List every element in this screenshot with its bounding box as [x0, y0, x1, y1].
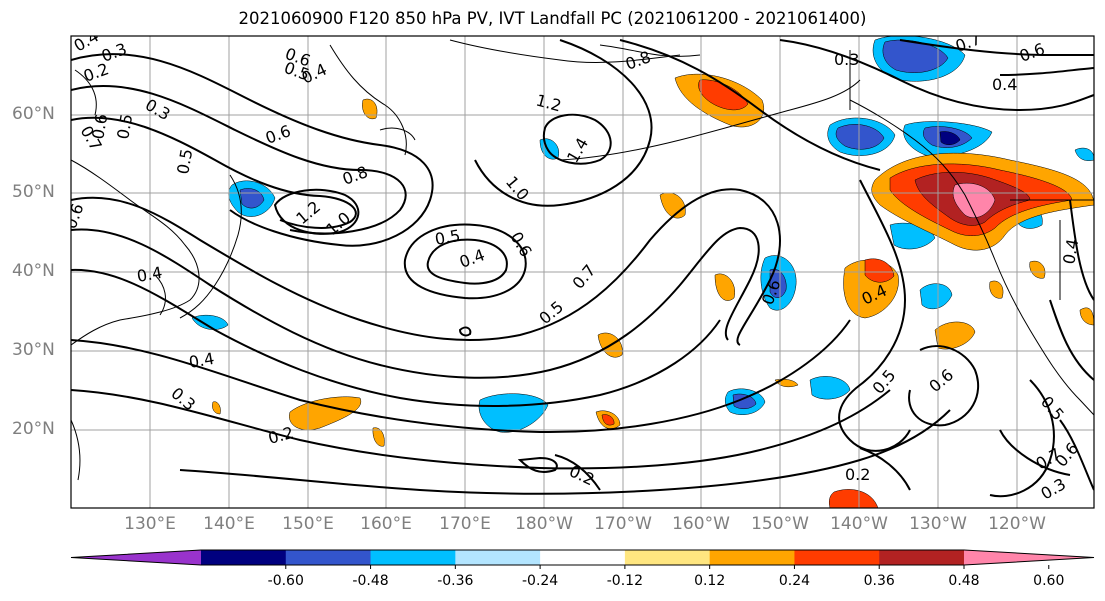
shaded-anomalies — [191, 36, 1094, 508]
colorbar-tick-label: 0.36 — [863, 573, 895, 589]
contour-label: 0.4 — [1059, 237, 1082, 265]
colorbar-tick-label: 0.12 — [694, 573, 726, 589]
map-plot-area: 0.4 0.3 0.2 0.6 0.5 0.4 0.3 0.7 0.6 0.5 … — [71, 36, 1094, 508]
colorbar-extend-low — [71, 550, 201, 565]
colorbar-tick-label: -0.12 — [606, 573, 643, 589]
colorbar-outline — [70, 549, 1095, 566]
contour-label: 0.4 — [135, 263, 163, 286]
colorbar-tick-label: -0.36 — [437, 573, 474, 589]
colorbar-tick-label: -0.48 — [352, 573, 389, 589]
colorbar-tick-label: 0.24 — [778, 573, 811, 589]
colorbar-segment — [201, 550, 287, 565]
colorbar-tick-label: -0.24 — [521, 573, 559, 589]
map-frame — [70, 35, 1095, 509]
lat-label: 20°N — [12, 419, 55, 439]
colorbar-segment — [624, 550, 711, 565]
contour-label: 0.5 — [173, 147, 196, 175]
contour-label: 0.2 — [845, 465, 870, 484]
contour-label: 0.5 — [433, 226, 461, 249]
colorbar-segment — [370, 550, 456, 565]
colorbar — [70, 549, 1095, 569]
pv-contours — [71, 39, 1094, 498]
contour-label: 0.4 — [992, 75, 1017, 94]
lon-label: 160°E — [360, 514, 412, 534]
map-title: 2021060900 F120 850 hPa PV, IVT Landfall… — [238, 9, 867, 28]
lon-label: 140°W — [830, 514, 888, 534]
lon-label: 130°E — [124, 514, 176, 534]
contour-label: 0.3 — [834, 50, 859, 69]
colorbar-segment — [540, 550, 626, 565]
lat-label: 50°N — [12, 182, 55, 202]
contour-label: 0.5 — [113, 112, 136, 140]
lat-label: 40°N — [12, 261, 55, 281]
lon-label: 120°W — [988, 514, 1046, 534]
colorbar-tick-label: -0.60 — [267, 573, 304, 589]
lon-label: 170°W — [594, 514, 652, 534]
colorbar-tick-label: 0.60 — [1033, 573, 1065, 589]
contour-label: 0.6 — [88, 112, 111, 140]
graticule — [71, 36, 1094, 508]
lon-label: 150°W — [751, 514, 809, 534]
lon-label: 130°W — [909, 514, 967, 534]
colorbar-segment — [794, 550, 880, 565]
lat-label: 30°N — [12, 340, 55, 360]
colorbar-segment — [285, 550, 372, 565]
lon-label: 160°W — [672, 514, 730, 534]
colorbar-extend-high — [964, 550, 1094, 565]
lat-label: 60°N — [12, 104, 55, 124]
lon-label: 140°E — [203, 514, 255, 534]
contour-label: 0.4 — [187, 349, 215, 372]
colorbar-segment — [879, 550, 965, 565]
colorbar-segment — [455, 550, 541, 565]
lon-label: 170°E — [439, 514, 491, 534]
coastlines — [71, 39, 1094, 481]
lon-label: 180°W — [515, 514, 573, 534]
colorbar-segment — [709, 550, 795, 565]
lon-label: 150°E — [282, 514, 334, 534]
colorbar-tick-label: 0.48 — [948, 573, 980, 589]
